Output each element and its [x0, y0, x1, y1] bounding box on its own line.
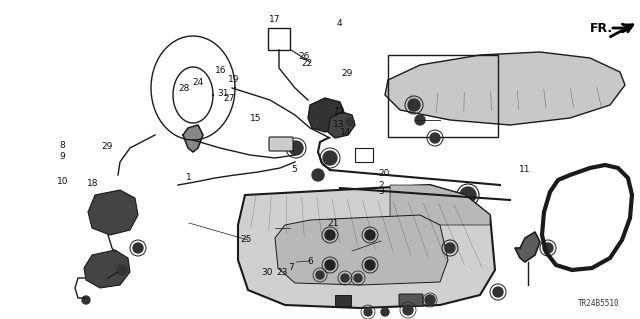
Text: 6: 6 [308, 257, 313, 266]
Text: 27: 27 [223, 94, 235, 103]
Polygon shape [88, 190, 138, 235]
Polygon shape [308, 98, 345, 132]
Text: 20: 20 [378, 169, 390, 178]
Circle shape [289, 141, 303, 155]
Circle shape [133, 243, 143, 253]
Circle shape [408, 99, 420, 111]
Circle shape [365, 230, 375, 240]
Polygon shape [390, 185, 490, 225]
Text: 7: 7 [289, 263, 294, 272]
Polygon shape [328, 112, 355, 138]
Circle shape [415, 115, 425, 125]
Text: 23: 23 [276, 268, 287, 277]
Circle shape [425, 295, 435, 305]
Polygon shape [84, 250, 130, 288]
Text: 26: 26 [298, 52, 310, 61]
Circle shape [346, 118, 354, 126]
Circle shape [325, 260, 335, 270]
Circle shape [323, 151, 337, 165]
Polygon shape [275, 215, 448, 285]
Text: TR24B5510: TR24B5510 [579, 299, 620, 308]
Circle shape [381, 308, 389, 316]
Text: 29: 29 [342, 69, 353, 78]
Text: 29: 29 [102, 142, 113, 151]
Circle shape [325, 230, 335, 240]
Bar [335, 295, 351, 306]
Circle shape [430, 133, 440, 143]
Text: 25: 25 [241, 235, 252, 244]
Circle shape [316, 271, 324, 279]
Bar [355, 148, 373, 162]
Bar [388, 55, 498, 137]
Circle shape [543, 243, 553, 253]
FancyBboxPatch shape [269, 137, 293, 151]
Circle shape [354, 274, 362, 282]
Text: 17: 17 [269, 15, 281, 24]
Polygon shape [238, 185, 495, 308]
Circle shape [365, 260, 375, 270]
Text: 30: 30 [262, 268, 273, 277]
Circle shape [493, 287, 503, 297]
Text: 4: 4 [337, 19, 342, 28]
Text: 28: 28 [179, 84, 190, 93]
Text: 10: 10 [57, 177, 68, 186]
Text: 11: 11 [519, 165, 531, 174]
Text: 12: 12 [333, 107, 345, 116]
Polygon shape [515, 232, 540, 262]
Text: 13: 13 [333, 120, 345, 129]
Text: FR.: FR. [590, 21, 613, 34]
Circle shape [117, 265, 127, 275]
Text: 3: 3 [378, 187, 383, 196]
Text: 15: 15 [250, 114, 262, 122]
Circle shape [445, 243, 455, 253]
Text: 8: 8 [60, 141, 65, 150]
Circle shape [403, 305, 413, 315]
Circle shape [364, 308, 372, 316]
Circle shape [82, 296, 90, 304]
Text: 22: 22 [301, 59, 313, 68]
Circle shape [312, 169, 324, 181]
Text: 21: 21 [327, 219, 339, 228]
Text: 31: 31 [217, 89, 228, 98]
Bar [268, 28, 290, 50]
Text: 19: 19 [228, 75, 239, 84]
Circle shape [341, 274, 349, 282]
Text: 18: 18 [87, 179, 99, 188]
Text: 9: 9 [60, 152, 65, 161]
Polygon shape [183, 125, 203, 152]
Circle shape [460, 187, 476, 203]
Text: 2: 2 [378, 181, 383, 189]
FancyBboxPatch shape [399, 294, 423, 306]
Polygon shape [385, 52, 625, 125]
Text: 16: 16 [215, 66, 227, 75]
Circle shape [111, 251, 119, 259]
Text: 24: 24 [193, 78, 204, 87]
Text: 5: 5 [292, 165, 297, 174]
Text: 14: 14 [340, 128, 351, 137]
Text: 1: 1 [186, 173, 191, 182]
